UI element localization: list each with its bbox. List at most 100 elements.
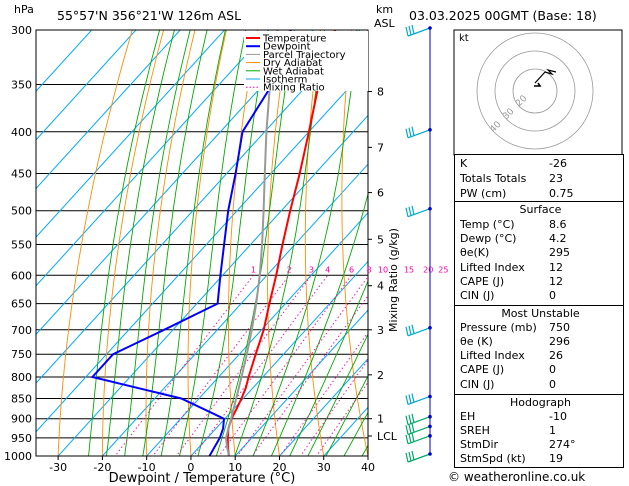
dry-adiabat-line xyxy=(228,30,259,456)
index-label: PW (cm) xyxy=(460,187,507,200)
wet-adiabat-line xyxy=(307,333,368,456)
x-axis-label: Dewpoint / Temperature (°C) xyxy=(109,471,296,486)
index-label: K xyxy=(460,157,468,170)
height-tick-label: 4 xyxy=(377,280,384,293)
mixing-ratio-line xyxy=(152,275,290,456)
isotherm-line xyxy=(278,358,368,456)
mixing-ratio-value-label: 1 xyxy=(251,265,256,274)
index-value: 23 xyxy=(549,172,563,185)
mixing-ratio-axis-label: Mixing Ratio (g/kg) xyxy=(387,228,400,332)
row-value: 750 xyxy=(549,321,570,334)
pressure-tick-label: 600 xyxy=(11,269,32,282)
mixing-ratio-line xyxy=(279,331,368,456)
row-value: 296 xyxy=(549,335,570,348)
hodo-row: SREH 1 xyxy=(458,423,623,438)
wind-barb-staff xyxy=(407,208,431,218)
wind-barb-flag xyxy=(408,206,412,216)
wind-barb-staff xyxy=(407,416,431,426)
hodograph-trace xyxy=(534,68,557,84)
pressure-tick-label: 500 xyxy=(11,205,32,218)
wind-barb-flag xyxy=(411,393,415,403)
legend-box xyxy=(244,31,368,91)
mixing-ratio-line xyxy=(299,359,368,456)
legend-entry: Dewpoint xyxy=(263,42,311,53)
hodograph-box xyxy=(454,394,624,468)
wet-adiabat-line xyxy=(179,30,247,456)
index-value: 0.75 xyxy=(549,187,574,200)
pressure-tick-label: 350 xyxy=(11,79,32,92)
index-label: Totals Totals xyxy=(460,172,527,185)
most-unstable-title: Most Unstable xyxy=(458,306,623,321)
hodograph-frame xyxy=(453,29,623,156)
row-value: -10 xyxy=(549,410,567,423)
wet-adiabat-line xyxy=(142,30,208,456)
legend-entry: Wet Adiabat xyxy=(263,66,324,77)
x-tick-label: 30 xyxy=(317,461,331,474)
height-tick-label: 6 xyxy=(377,187,384,200)
height-unit-label: km xyxy=(376,3,394,16)
wind-barb-icon xyxy=(405,413,432,426)
mixing-ratio-line xyxy=(175,275,312,456)
wind-barb-flag xyxy=(405,395,409,405)
surface-row: Lifted Index 12 xyxy=(458,260,623,275)
wind-barb-icon xyxy=(405,432,432,445)
mixing-ratio-value-label: 25 xyxy=(438,265,448,274)
row-label: CAPE (J) xyxy=(460,363,505,376)
row-label: Lifted Index xyxy=(460,349,525,362)
surface-row: θe(K) 295 xyxy=(458,245,623,260)
isotherm-line xyxy=(234,309,368,456)
row-value: 0 xyxy=(549,378,556,391)
pressure-tick-label: 850 xyxy=(11,392,32,405)
wind-barb-flag xyxy=(405,434,409,444)
mu-row: Lifted Index 26 xyxy=(458,348,623,363)
location-title: 55°57'N 356°21'W 126m ASL xyxy=(57,8,242,23)
wind-barb-flag xyxy=(408,424,412,434)
wind-barb-flag xyxy=(408,451,412,462)
isotherm-line xyxy=(190,260,368,456)
surface-row: CIN (J) 0 xyxy=(458,288,623,303)
wind-barb-flag xyxy=(411,126,415,136)
mixing-ratio-value-label: 2 xyxy=(287,265,292,274)
row-label: StmSpd (kt) xyxy=(460,452,526,465)
wind-barb-icon xyxy=(405,324,432,337)
isotherm-line xyxy=(36,30,93,92)
hodograph-ring xyxy=(476,32,594,150)
most-unstable-box xyxy=(454,305,624,396)
surface-box xyxy=(454,201,624,307)
height-tick-label: 7 xyxy=(377,141,384,154)
pressure-tick-label: 900 xyxy=(11,413,32,426)
isotherm-line xyxy=(101,163,368,456)
wind-barb-flag xyxy=(408,394,412,404)
dry-adiabat-line xyxy=(187,30,227,456)
credit[interactable]: © weatheronline.co.uk xyxy=(448,470,586,484)
legend-entry: Temperature xyxy=(262,34,326,45)
wet-adiabat-line xyxy=(252,30,360,456)
row-value: 8.6 xyxy=(549,218,567,231)
pressure-tick-label: 950 xyxy=(11,432,32,445)
x-tick-label: 40 xyxy=(361,461,375,474)
indices-box xyxy=(454,154,624,203)
height-tick-label: 3 xyxy=(377,324,384,337)
wind-barb-staff xyxy=(407,435,431,445)
wind-barb-icon xyxy=(405,393,432,406)
wind-barb-flag xyxy=(411,432,415,442)
surface-title: Surface xyxy=(458,202,623,217)
height-tick-label: 5 xyxy=(377,233,384,246)
row-value: 19 xyxy=(549,452,563,465)
row-value: 0 xyxy=(549,289,556,302)
pressure-tick-label: 450 xyxy=(11,167,32,180)
row-label: StmDir xyxy=(460,438,499,451)
section-title: Most Unstable xyxy=(501,307,580,320)
hodograph-storm-motion xyxy=(534,82,542,87)
dry-adiabat-line xyxy=(145,30,196,456)
wind-barb-flag xyxy=(405,207,409,217)
wind-barb-flag xyxy=(405,415,409,425)
wind-barb-icon xyxy=(405,24,432,37)
mu-row: CIN (J) 0 xyxy=(458,377,623,392)
section-title: Hodograph xyxy=(510,396,571,409)
row-label: CIN (J) xyxy=(460,289,495,302)
wind-barb-flag xyxy=(408,433,412,443)
index-row: PW (cm) 0.75 xyxy=(458,186,623,201)
